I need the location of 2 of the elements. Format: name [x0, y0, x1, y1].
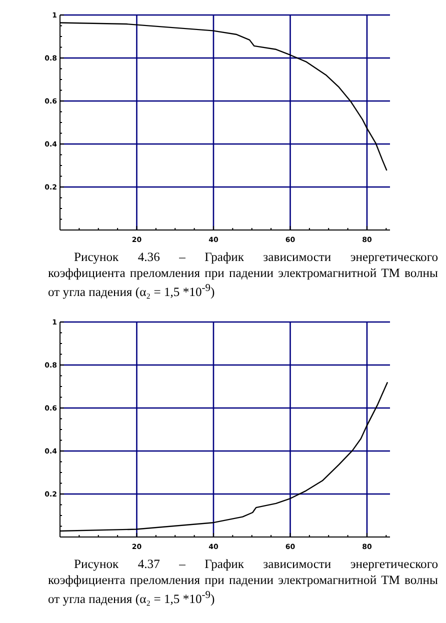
text: Рисунок 4.36 – График зависимости энергетического коэффициента преломления при падении электромагнитной ТМ волны от угла падения (α₂ = 1,5 *10$^{-9}$) [48, 249, 438, 300]
text: Рисунок 4.37 – График зависимости энергетического коэффициента преломления при падении электромагнитной ТМ волны от угла падения (α₂ = 1,5 *10$^{-9}$) [48, 556, 438, 608]
